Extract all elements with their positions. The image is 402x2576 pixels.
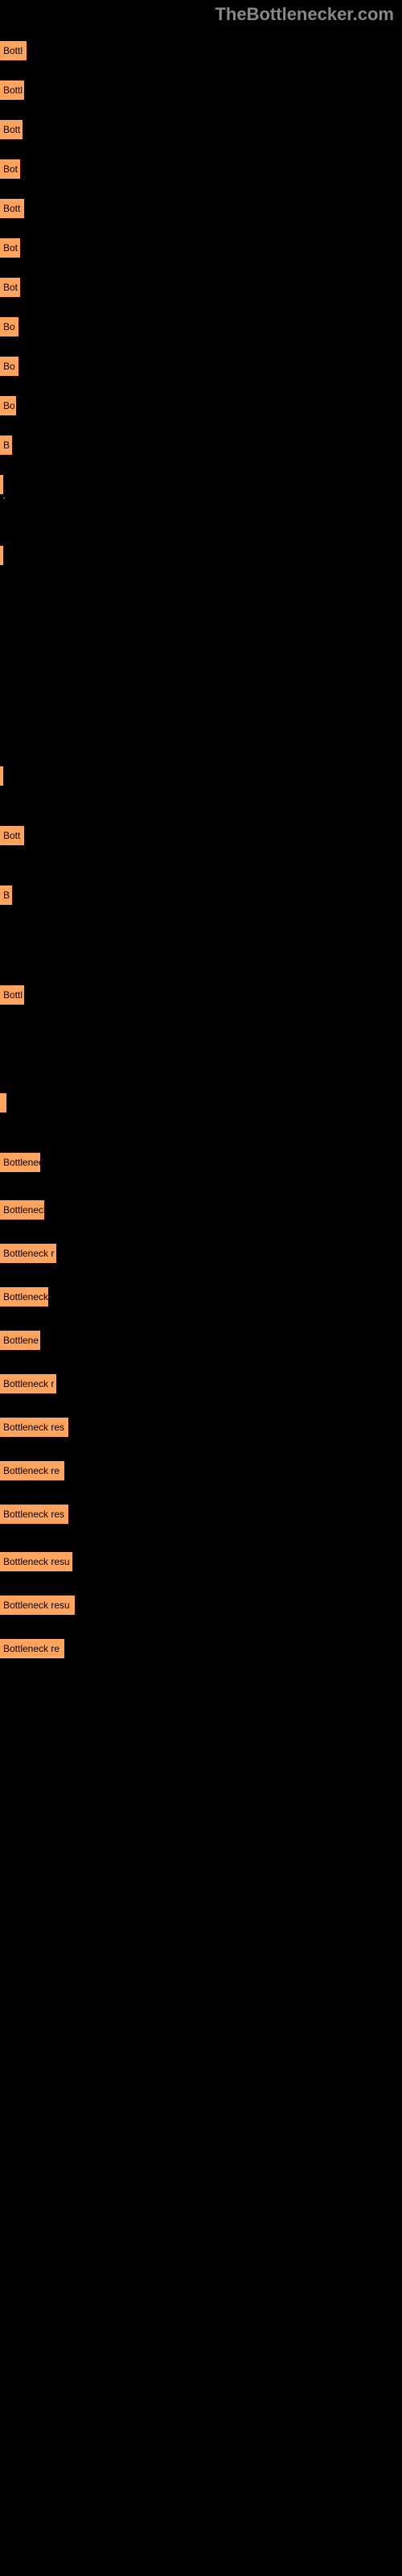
bar: Bottleneck resu [0,1552,72,1571]
bar: Bott [0,120,23,139]
bar-row: Bot [0,278,402,297]
bar-row: Bo [0,317,402,336]
bar: Bottleneck r [0,1244,56,1263]
bar-row: Bottleneck resu [0,1596,402,1615]
bar-label: ' [0,496,402,506]
bar-row: Bottleneck res [0,1418,402,1437]
bar-row: Bo [0,396,402,415]
bar: Bottl [0,41,27,60]
bar: Bottleneck res [0,1505,68,1524]
bar: Bo [0,357,18,376]
bar-row: Bottl [0,985,402,1005]
bar-row: Bottleneck [0,1287,402,1307]
bar-row: Bottl [0,80,402,100]
bar: Bott [0,826,24,845]
bar: Bot [0,238,20,258]
bar-chart: Bottl Bottl Bott Bot Bott Bot Bot Bo Bo Bo B ' Bott B… [0,25,402,1670]
bar: Bottlene [0,1331,40,1350]
bar [0,1093,6,1113]
bar-row: Bott [0,826,402,845]
watermark-text: TheBottlenecker.com [0,0,402,25]
bar-row: Bot [0,238,402,258]
bar [0,475,3,494]
bar: Bottleneck r [0,1374,56,1393]
bar [0,546,3,565]
bar: Bottl [0,80,24,100]
bar: Bo [0,396,16,415]
bar-row: Bottlenec [0,1153,402,1172]
bar: Bottleneck re [0,1639,64,1658]
bar [0,766,3,786]
bar: Bottleneck [0,1200,44,1220]
bar: Bottlenec [0,1153,40,1172]
bar-row: Bot [0,159,402,179]
bar-row [0,1093,402,1113]
bar-row: Bott [0,199,402,218]
bar-row: Bottl [0,41,402,60]
bar: Bo [0,317,18,336]
bar-row: ' [0,475,402,506]
bar-row: B [0,886,402,905]
bar-row [0,546,402,565]
bar: B [0,436,12,455]
bar: Bottleneck [0,1287,48,1307]
bar: Bottleneck re [0,1461,64,1480]
bar-row: Bottleneck resu [0,1552,402,1571]
bar-row: Bottleneck r [0,1244,402,1263]
bar: Bott [0,199,24,218]
bar: B [0,886,12,905]
bar-row: Bott [0,120,402,139]
bar-row [0,766,402,786]
bar-row: B [0,436,402,455]
bar-row: Bottleneck r [0,1374,402,1393]
bar: Bottleneck resu [0,1596,75,1615]
bar-row: Bottleneck [0,1200,402,1220]
bar-row: Bottlene [0,1331,402,1350]
bar: Bot [0,278,20,297]
bar: Bottleneck res [0,1418,68,1437]
bar: Bot [0,159,20,179]
bar-row: Bottleneck res [0,1505,402,1524]
bar-row: Bo [0,357,402,376]
bar: Bottl [0,985,24,1005]
bar-row: Bottleneck re [0,1639,402,1658]
bar-row: Bottleneck re [0,1461,402,1480]
